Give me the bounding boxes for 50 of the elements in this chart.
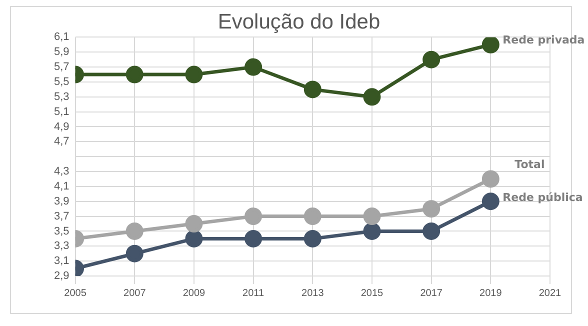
y-tick-label: 4,9 — [54, 120, 70, 133]
y-tick-label: 4,1 — [54, 180, 70, 192]
x-tick-label: 2009 — [182, 288, 206, 299]
point — [422, 50, 440, 68]
x-tick-label: 2005 — [64, 288, 87, 299]
point — [363, 222, 381, 240]
point — [363, 88, 381, 106]
x-tick-label: 2019 — [480, 288, 502, 299]
point — [185, 215, 203, 233]
point — [482, 192, 500, 210]
y-tick-label: 5,3 — [54, 90, 70, 103]
x-tick-label: 2015 — [360, 288, 384, 299]
x-tick-label: 2011 — [242, 288, 264, 299]
y-tick-label: 5,1 — [54, 106, 70, 118]
y-tick-label: 5,5 — [54, 76, 70, 88]
point — [244, 58, 262, 76]
x-tick-label: 2017 — [420, 288, 443, 299]
point — [185, 66, 203, 84]
point — [304, 230, 322, 248]
point — [126, 222, 144, 240]
point — [244, 230, 262, 248]
y-tick-label: 2,9 — [54, 270, 70, 282]
series-label: Total — [514, 158, 545, 171]
point — [244, 208, 262, 226]
y-tick-label: 3,9 — [54, 195, 70, 208]
point — [304, 208, 322, 226]
x-tick-label: 2013 — [302, 288, 324, 299]
point — [422, 200, 440, 218]
y-tick-label: 3,5 — [54, 225, 70, 238]
point — [126, 244, 144, 262]
y-tick-label: 6,1 — [54, 31, 70, 44]
point — [126, 66, 144, 84]
series-label: Rede privada — [502, 34, 585, 47]
y-tick-label: 5,7 — [54, 61, 70, 74]
chart-title: Evolução do Ideb — [218, 10, 380, 34]
y-tick-label: 4,3 — [54, 166, 70, 178]
point — [482, 37, 500, 54]
y-tick-label: 3,3 — [54, 240, 70, 252]
point — [363, 208, 381, 226]
x-tick-label: 2021 — [538, 288, 562, 299]
x-tick-label: 2007 — [124, 288, 146, 299]
point — [185, 230, 203, 248]
y-tick-label: 3,7 — [54, 210, 70, 222]
point — [482, 170, 500, 188]
series-label: Rede pública — [502, 191, 583, 204]
y-tick-label: 4,7 — [54, 136, 70, 148]
y-tick-label: 5,9 — [54, 46, 70, 58]
point — [422, 222, 440, 240]
y-tick-label: 3,1 — [54, 255, 70, 268]
point — [304, 80, 322, 98]
